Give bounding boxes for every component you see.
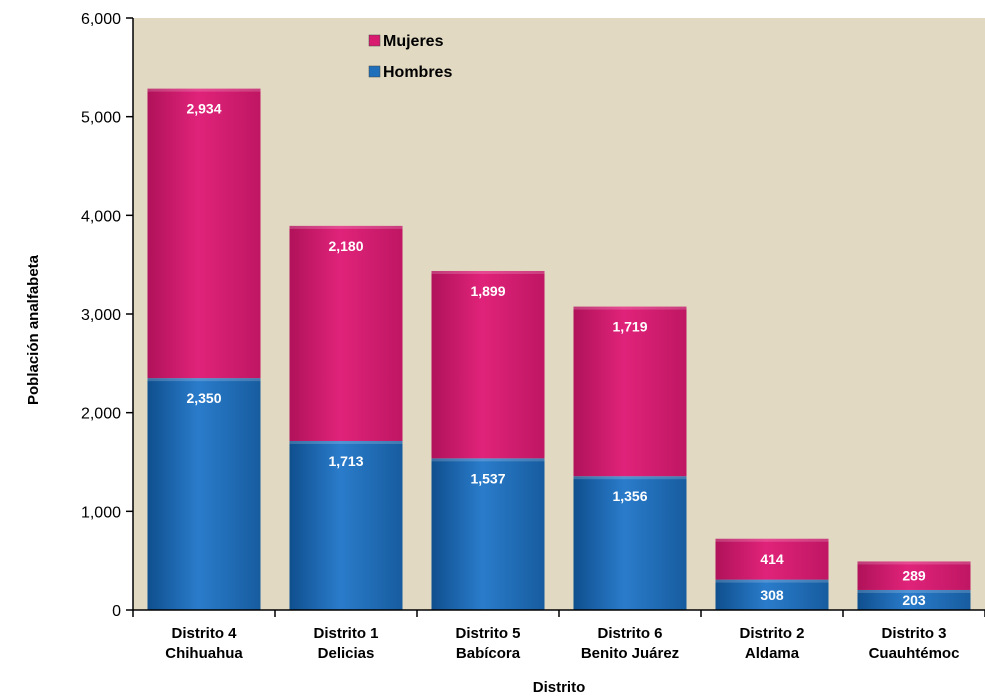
bar-mujeres xyxy=(431,270,545,459)
data-label-hombres: 2,350 xyxy=(186,390,221,406)
bar-mujeres xyxy=(147,88,261,379)
plot-area xyxy=(133,18,985,610)
y-tick-label: 2,000 xyxy=(81,406,121,423)
x-tick-label: Aldama xyxy=(745,645,800,662)
bar-highlight xyxy=(715,579,829,583)
x-tick-label: Babícora xyxy=(456,645,521,662)
bar-mujeres xyxy=(289,225,403,441)
bar-mujeres xyxy=(715,538,829,580)
y-tick-label: 4,000 xyxy=(81,208,121,225)
x-tick-label: Distrito 4 xyxy=(171,625,237,642)
y-ticks-group: 0 1,000 2,000 3,000 4,000 5,000 6,000 xyxy=(81,11,133,620)
data-label-mujeres: 2,180 xyxy=(328,238,363,254)
legend-swatch-mujeres xyxy=(368,34,381,47)
y-tick-label: 5,000 xyxy=(81,110,121,127)
bar-highlight xyxy=(147,378,261,382)
legend: Mujeres Hombres xyxy=(368,33,452,81)
bar-highlight xyxy=(715,538,829,542)
bar-hombres xyxy=(573,476,687,610)
bar-highlight xyxy=(431,458,545,462)
y-axis-title: Población analfabeta xyxy=(25,254,42,405)
bars-group xyxy=(147,88,971,610)
data-label-mujeres: 289 xyxy=(902,568,926,584)
bar-mujeres xyxy=(573,306,687,477)
legend-label-hombres: Hombres xyxy=(383,64,452,81)
x-tick-label: Distrito 1 xyxy=(313,625,378,642)
bar-highlight xyxy=(573,306,687,310)
x-axis-title: Distrito xyxy=(533,679,586,696)
y-tick-label: 3,000 xyxy=(81,307,121,324)
x-tick-label: Distrito 6 xyxy=(597,625,662,642)
data-label-hombres: 1,356 xyxy=(612,488,647,504)
bar-highlight xyxy=(147,88,261,92)
x-ticks-group: Distrito 4 Chihuahua Distrito 1 Delicias Dis… xyxy=(132,610,985,662)
y-tick-label: 1,000 xyxy=(81,504,121,521)
data-label-mujeres: 1,899 xyxy=(470,283,505,299)
data-label-mujeres: 2,934 xyxy=(186,101,221,117)
bar-highlight xyxy=(289,440,403,444)
x-tick-label: Benito Juárez xyxy=(581,645,679,662)
x-tick-label: Distrito 2 xyxy=(739,625,804,642)
bar-highlight xyxy=(289,225,403,229)
y-tick-label: 6,000 xyxy=(81,11,121,28)
bar-hombres xyxy=(715,579,829,610)
data-label-hombres: 308 xyxy=(760,587,784,603)
bar-hombres xyxy=(857,589,971,610)
x-tick-label: Distrito 5 xyxy=(455,625,520,642)
y-tick-label: 0 xyxy=(112,603,121,620)
bar-hombres xyxy=(147,378,261,610)
data-label-hombres: 1,537 xyxy=(470,470,505,486)
data-label-mujeres: 414 xyxy=(760,551,784,567)
bar-highlight xyxy=(431,270,545,274)
bar-hombres xyxy=(431,458,545,610)
bar-highlight xyxy=(857,589,971,593)
bar-hombres xyxy=(289,440,403,610)
x-tick-label: Delicias xyxy=(318,645,375,662)
x-tick-label: Cuauhtémoc xyxy=(869,645,960,662)
bar-mujeres xyxy=(857,561,971,590)
x-tick-label: Chihuahua xyxy=(165,645,243,662)
x-tick-label: Distrito 3 xyxy=(881,625,946,642)
bar-highlight xyxy=(857,561,971,565)
data-label-mujeres: 1,719 xyxy=(612,319,647,335)
legend-label-mujeres: Mujeres xyxy=(383,33,444,50)
data-labels-group: 2,350 2,934 1,713 2,180 1,537 1,899 1,356 1,719… xyxy=(186,101,925,608)
legend-swatch-hombres xyxy=(368,65,381,78)
data-label-hombres: 203 xyxy=(902,592,926,608)
data-label-hombres: 1,713 xyxy=(328,453,363,469)
bar-highlight xyxy=(573,476,687,480)
